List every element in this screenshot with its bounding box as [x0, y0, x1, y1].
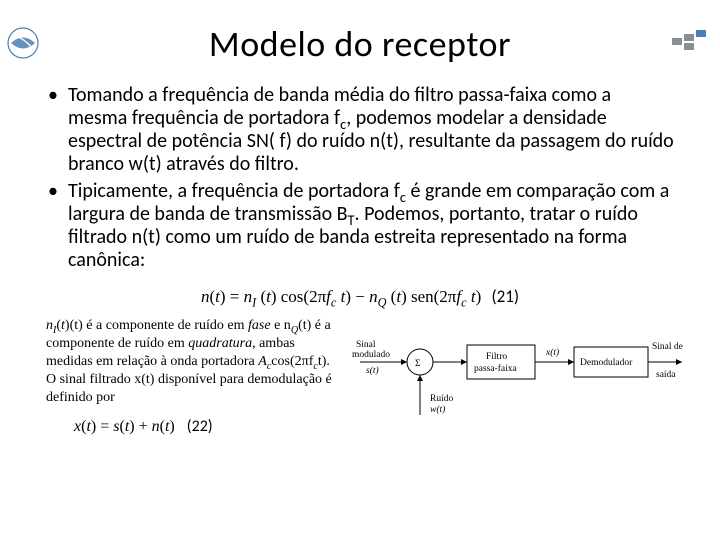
caption-text: nI(t)(t) é a componente de ruído em fase…	[46, 317, 336, 437]
lower-row: nI(t)(t) é a componente de ruído em fase…	[0, 317, 720, 437]
equation-21-tag: (21)	[491, 286, 519, 307]
equation-21: n(t) = nI (t) cos(2πfc t) − nQ (t) sen(2…	[0, 286, 720, 307]
bullet-1: Tomando a frequência de banda média do f…	[46, 84, 674, 176]
slide: Modelo do receptor Tomando a frequência …	[0, 22, 720, 540]
diag-sum: Σ	[415, 359, 421, 369]
bullet-2-pre: Tipicamente, a frequência de portadora f	[68, 179, 400, 203]
slide-title: Modelo do receptor	[0, 22, 720, 66]
diag-out-bot: saída	[656, 370, 676, 380]
diag-out-top: Sinal de	[652, 342, 683, 352]
body-text: Tomando a frequência de banda média do f…	[0, 84, 720, 272]
block-diagram: Sinal modulado s(t) Σ Ruído w(t) Filtro …	[350, 317, 694, 432]
equation-22: x(t) = s(t) + n(t) (22)	[74, 417, 336, 437]
diag-filter-top: Filtro	[486, 352, 507, 362]
diag-input-bot: s(t)	[366, 365, 379, 376]
equation-22-tag: (22)	[187, 417, 213, 436]
diag-demod: Demodulador	[580, 358, 633, 368]
logo-left	[6, 26, 46, 65]
diag-xout: x(t)	[545, 347, 559, 358]
diag-noise-bot: w(t)	[430, 404, 445, 415]
logo-right	[670, 26, 714, 59]
diag-input-top: Sinal	[356, 340, 376, 350]
diag-input-mid: modulado	[352, 350, 390, 360]
bullet-2: Tipicamente, a frequência de portadora f…	[46, 180, 674, 272]
diag-filter-bot: passa-faixa	[474, 363, 518, 374]
diag-noise-top: Ruído	[430, 394, 453, 404]
